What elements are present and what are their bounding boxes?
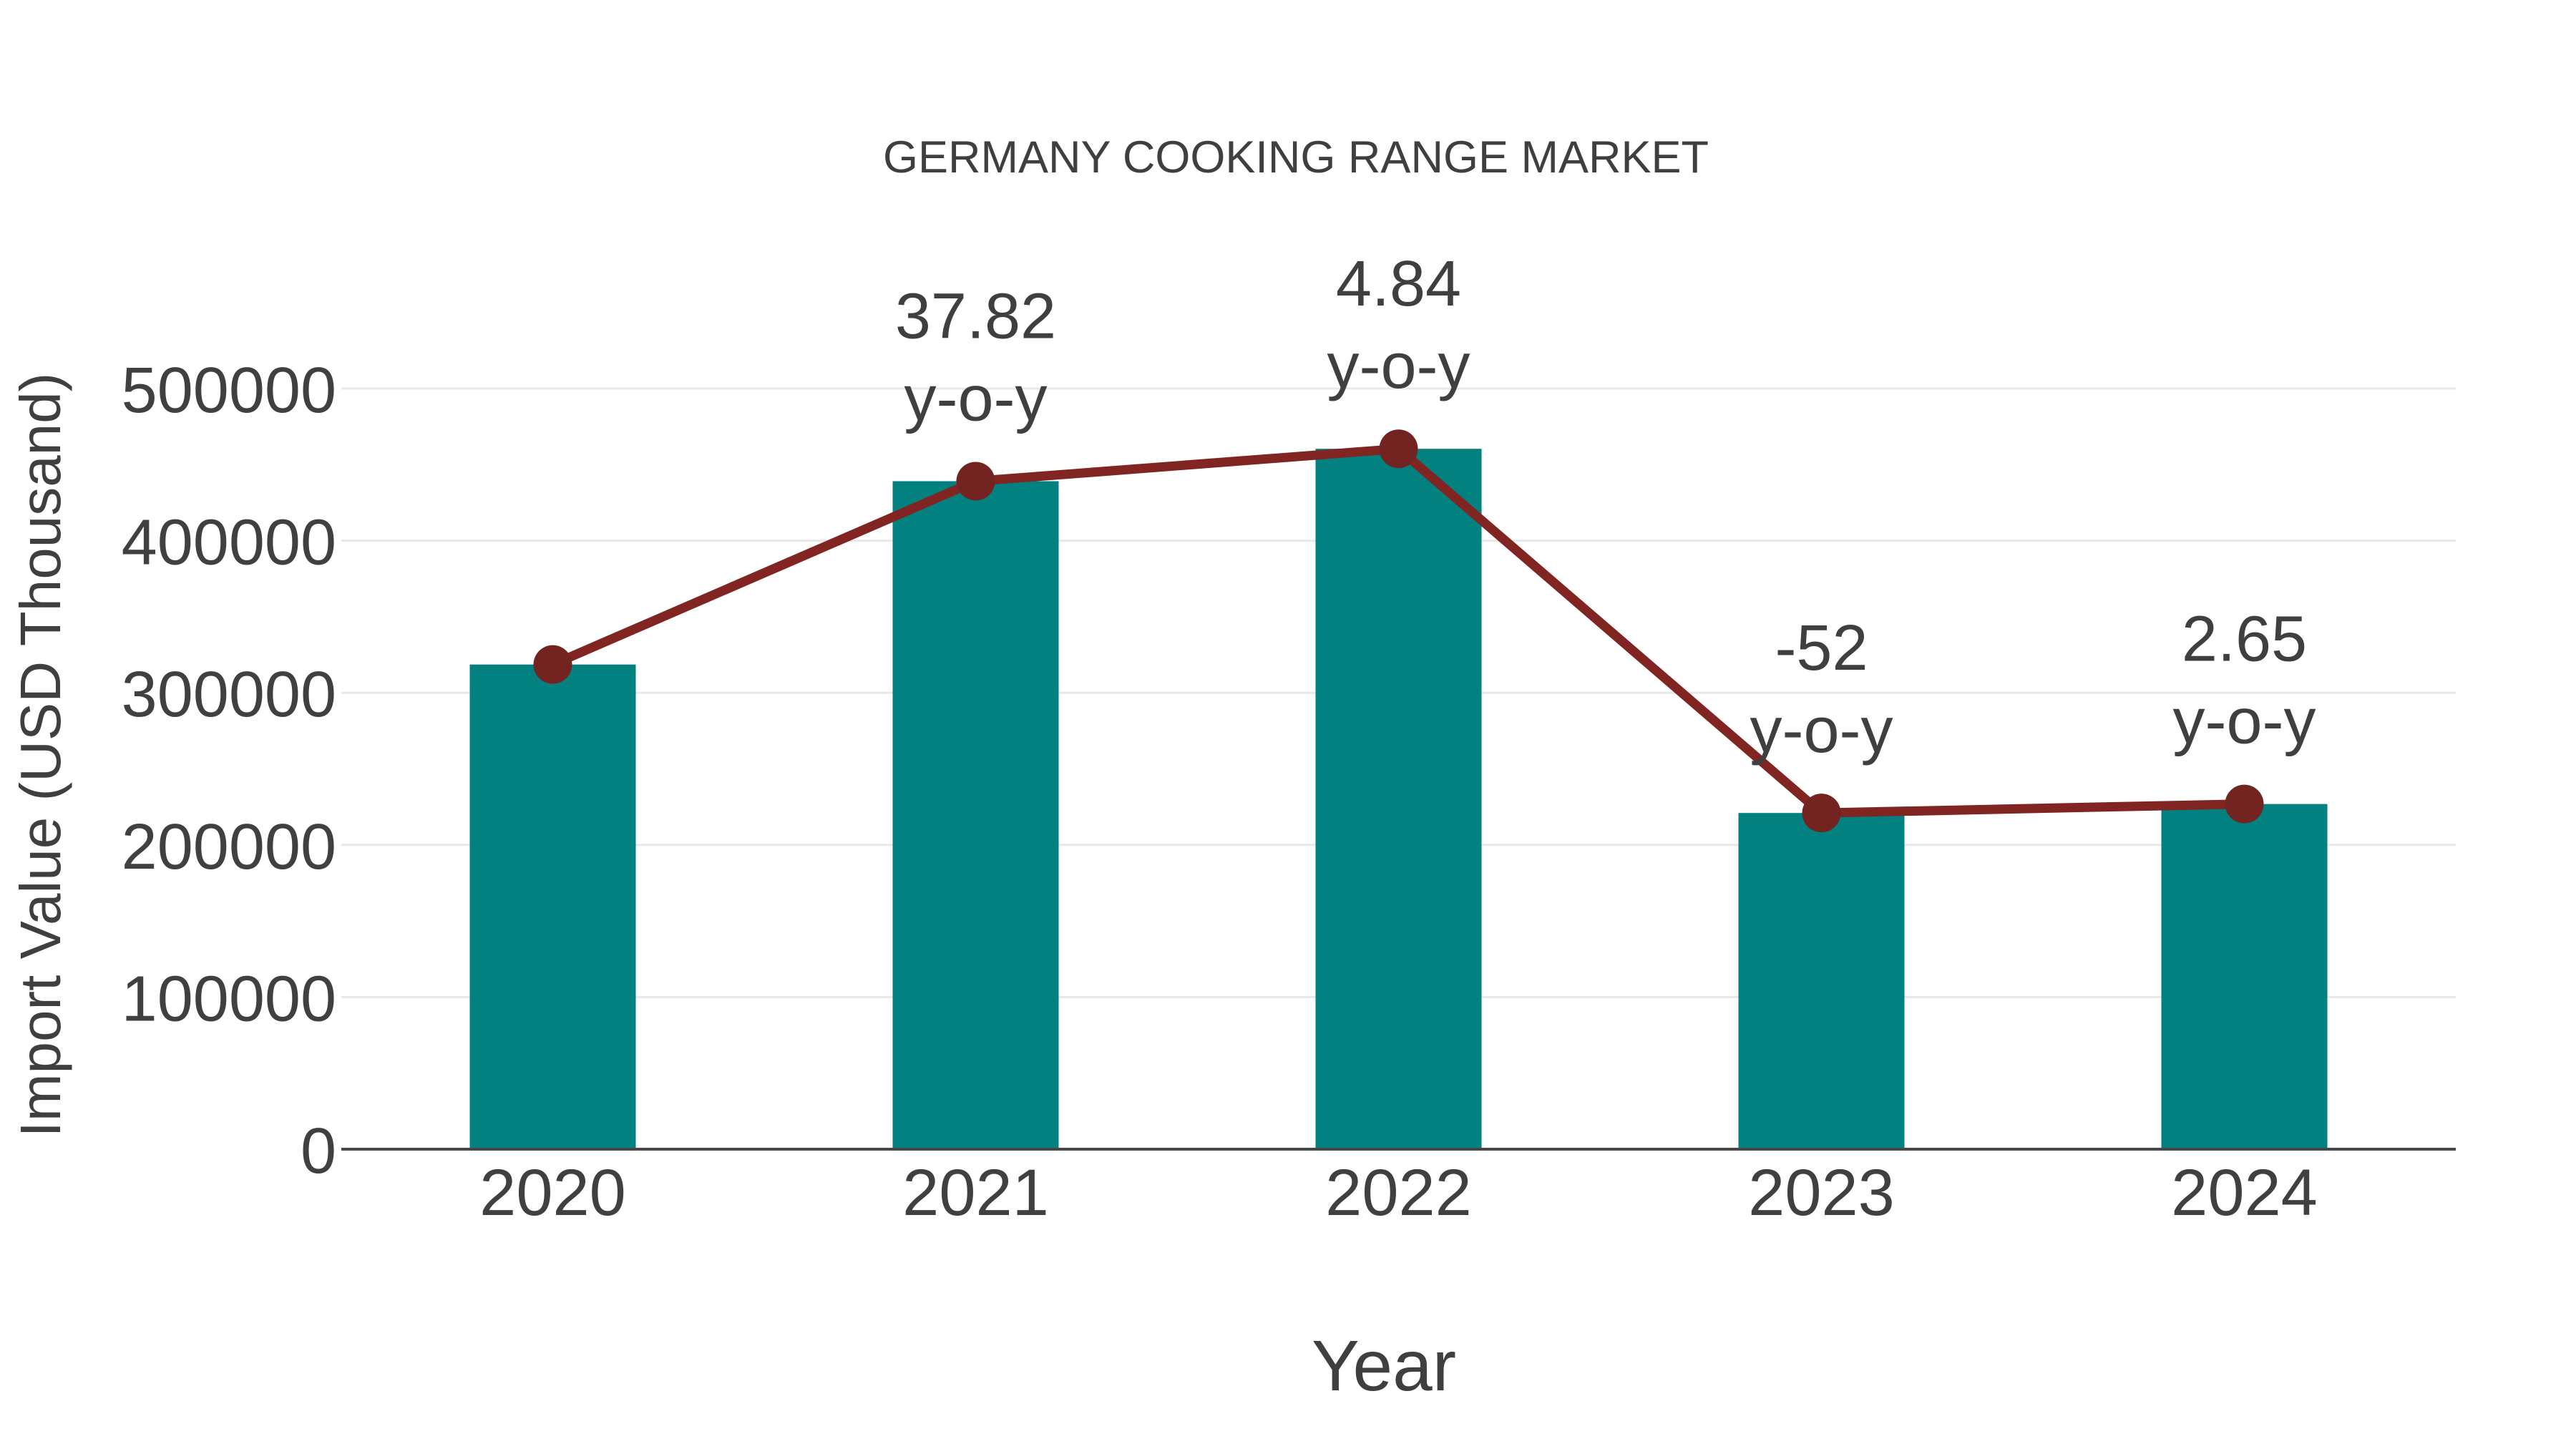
x-tick-label: 2020 — [479, 1156, 626, 1229]
annotation-sub: y-o-y — [1750, 695, 1893, 766]
data-point-marker — [1802, 794, 1841, 833]
bar — [469, 664, 636, 1149]
bar — [2161, 804, 2328, 1149]
x-tick-label: 2021 — [902, 1156, 1049, 1229]
data-point-marker — [533, 645, 572, 684]
annotation-sub: y-o-y — [2173, 686, 2316, 758]
x-tick-label: 2023 — [1748, 1156, 1895, 1229]
data-point-marker — [1379, 429, 1418, 469]
bar — [1315, 449, 1482, 1149]
y-tick-label: 0 — [301, 1116, 336, 1187]
annotation-value: 4.84 — [1336, 248, 1461, 320]
x-tick-label: 2024 — [2171, 1156, 2318, 1229]
annotation-sub: y-o-y — [1327, 331, 1470, 402]
annotation-value: 37.82 — [895, 280, 1056, 352]
data-point-marker — [2225, 784, 2264, 824]
annotation-value: 2.65 — [2182, 604, 2307, 675]
annotation-sub: y-o-y — [904, 363, 1048, 434]
annotation-value: -52 — [1775, 613, 1868, 684]
x-tick-label: 2022 — [1325, 1156, 1472, 1229]
x-axis-title: Year — [1311, 1326, 1457, 1406]
bar — [1738, 813, 1905, 1149]
y-tick-label: 500000 — [122, 355, 336, 426]
y-tick-label: 200000 — [122, 811, 336, 883]
y-tick-label: 300000 — [122, 659, 336, 731]
bar — [892, 481, 1059, 1149]
data-point-marker — [956, 462, 995, 501]
y-tick-label: 400000 — [122, 507, 336, 579]
y-tick-label: 100000 — [122, 963, 336, 1035]
chart-title: GERMANY COOKING RANGE MARKET — [883, 132, 1709, 182]
